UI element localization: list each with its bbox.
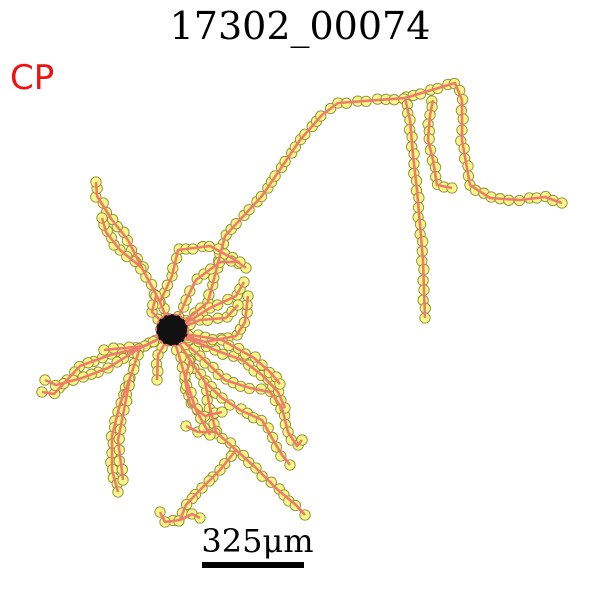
dendrite-branch-overlay xyxy=(185,424,216,434)
dendrite-branch-overlay xyxy=(171,331,303,448)
dendrite-branch-overlay xyxy=(171,330,281,385)
dendrite-branch-overlay xyxy=(183,359,223,418)
dendrite-branch-overlay xyxy=(170,331,306,516)
dendrite-branch-overlay xyxy=(100,217,143,270)
dendrite-branch-overlay xyxy=(171,295,250,344)
dendrite-branch-overlay xyxy=(158,244,247,303)
figure-title: 17302_00074 xyxy=(169,4,431,48)
dendrite-branch-overlay xyxy=(170,331,212,436)
soma xyxy=(155,313,189,347)
dendrite-branch-overlay xyxy=(171,281,246,334)
dendrite-branch-overlay xyxy=(110,347,142,493)
dendrite-branch-overlay xyxy=(171,81,563,333)
dendrite-branch-overlay xyxy=(116,377,132,481)
dendrite-branch-overlay xyxy=(426,99,453,190)
trace-node xyxy=(256,470,268,482)
dendrite-branch-overlay xyxy=(170,260,240,333)
scale-bar-label: 325μm xyxy=(201,522,314,560)
dendrite-branch-overlay xyxy=(403,97,427,319)
scale-bar xyxy=(202,562,304,568)
trace-nodes xyxy=(36,77,568,528)
dendrite-branch-overlay xyxy=(171,330,287,409)
dendrite-branch-overlay xyxy=(179,512,201,522)
dendrite-branch-overlay xyxy=(158,449,238,524)
dendrite-branch-overlay xyxy=(44,346,141,387)
dendrite-branch-overlay xyxy=(204,381,292,466)
cell-type-label: CP xyxy=(10,58,55,98)
branch-lines-overlay xyxy=(41,81,563,524)
